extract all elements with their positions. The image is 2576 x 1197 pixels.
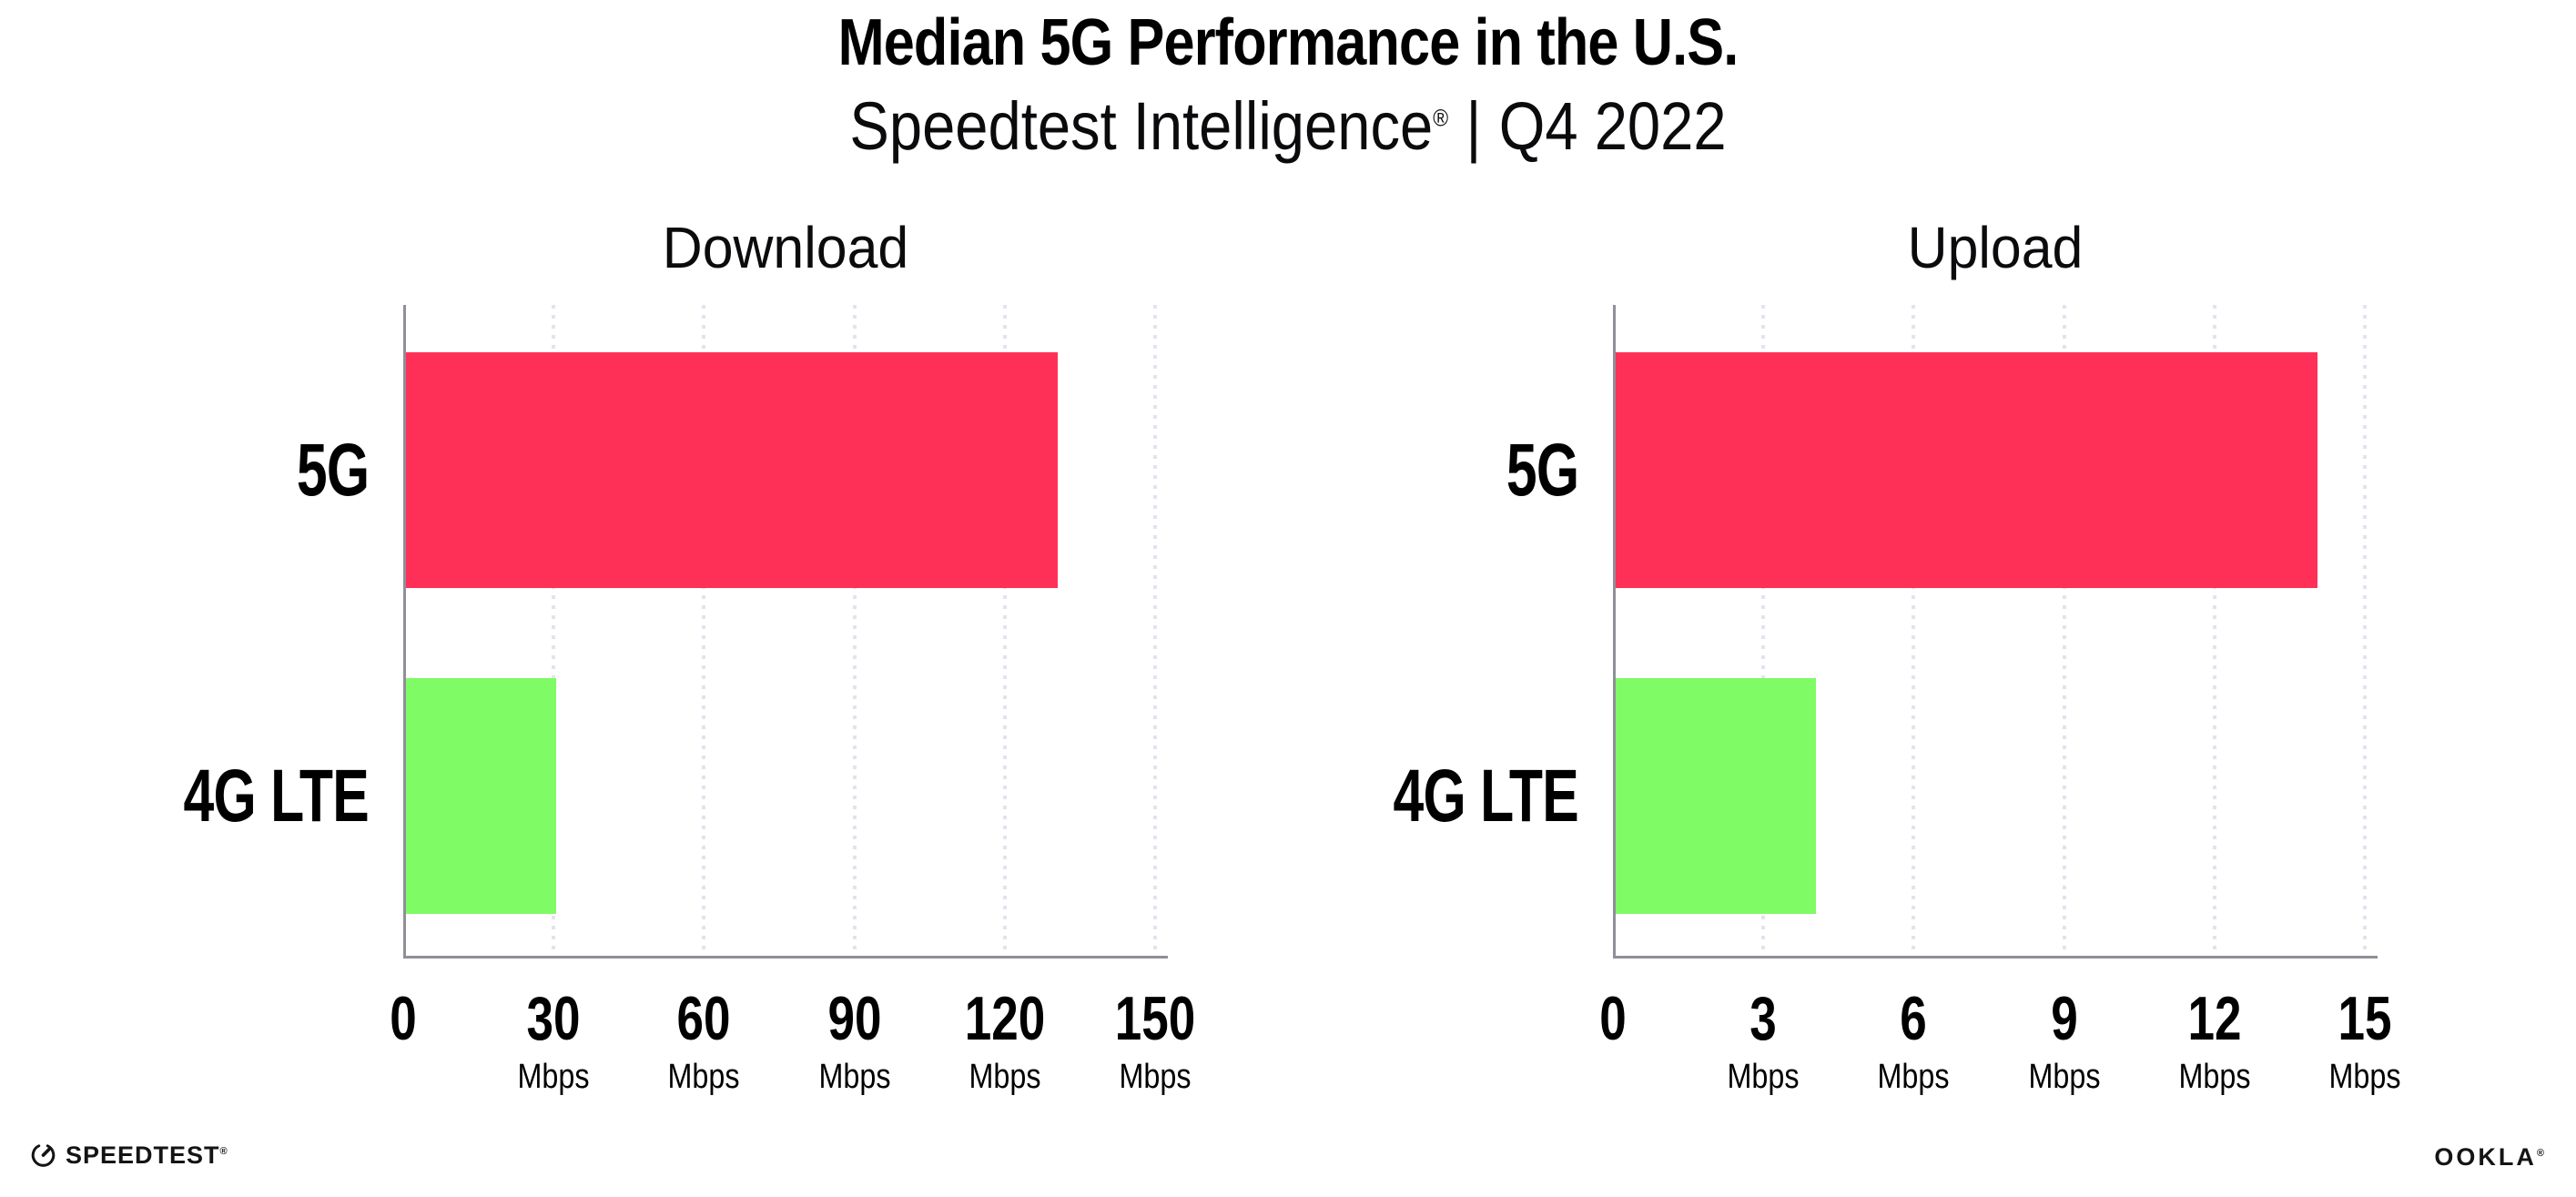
x-tick-label: 6 Mbps xyxy=(1827,984,2000,1096)
x-grid-line xyxy=(702,305,706,956)
page-subtitle: Speedtest Intelligence® | Q4 2022 xyxy=(155,87,2421,165)
x-grid-line xyxy=(2363,305,2367,956)
registered-trademark-icon: ® xyxy=(1433,104,1449,132)
speedtest-wordmark: SPEEDTEST® xyxy=(66,1141,228,1169)
x-grid-line xyxy=(552,305,556,956)
x-axis-line xyxy=(1613,956,2378,959)
subtitle-separator: | xyxy=(1465,88,1482,164)
x-tick-label: 15 Mbps xyxy=(2278,984,2451,1096)
x-grid-line xyxy=(2062,305,2066,956)
x-grid-line xyxy=(1153,305,1157,956)
bar-5g xyxy=(406,352,1058,588)
chart-title-download: Download xyxy=(662,215,909,280)
y-axis-line xyxy=(403,305,406,959)
x-tick-label: 120 Mbps xyxy=(918,984,1091,1096)
x-tick-value: 120 xyxy=(964,984,1046,1053)
x-tick-value: 6 xyxy=(1900,984,1928,1053)
x-tick-unit: Mbps xyxy=(517,1058,590,1096)
x-tick-label: 3 Mbps xyxy=(1677,984,1850,1096)
chart-title-upload: Upload xyxy=(1907,215,2084,280)
x-tick-value: 0 xyxy=(1599,984,1627,1053)
x-tick-unit: Mbps xyxy=(1727,1058,1800,1096)
upload-chart: Upload 5G 4G LTE 0 3 Mbps 6 Mbps 9 Mbps 12 Mbps 15 M… xyxy=(1394,215,2401,1096)
x-tick-unit: Mbps xyxy=(667,1058,740,1096)
subtitle-brand: Speedtest Intelligence xyxy=(849,88,1434,164)
gauge-icon xyxy=(31,1144,56,1167)
x-tick-unit: Mbps xyxy=(2028,1058,2101,1096)
x-tick-unit: Mbps xyxy=(969,1058,1041,1096)
page-title: Median 5G Performance in the U.S. xyxy=(837,6,1739,79)
bar-4g-lte xyxy=(406,678,557,914)
bar-4g-lte xyxy=(1616,678,1817,914)
x-tick-value: 0 xyxy=(390,984,417,1053)
x-axis-line xyxy=(403,956,1168,959)
x-tick-unit: Mbps xyxy=(1877,1058,1950,1096)
x-grid-line xyxy=(852,305,857,956)
category-label: 4G LTE xyxy=(183,754,370,837)
x-tick-value: 30 xyxy=(526,984,581,1053)
x-tick-value: 60 xyxy=(676,984,731,1053)
x-grid-line xyxy=(1761,305,1766,956)
x-tick-value: 9 xyxy=(2050,984,2078,1053)
x-tick-value: 3 xyxy=(1749,984,1777,1053)
x-tick-label: 9 Mbps xyxy=(1978,984,2151,1096)
x-tick-label: 150 Mbps xyxy=(1069,984,1242,1096)
x-grid-line xyxy=(1002,305,1007,956)
x-tick-unit: Mbps xyxy=(2328,1058,2401,1096)
x-tick-label: 12 Mbps xyxy=(2128,984,2301,1096)
x-tick-value: 90 xyxy=(827,984,882,1053)
download-chart: Download 5G 4G LTE 0 30 Mbps 60 Mbps 90 Mbps 120 M… xyxy=(184,215,1196,1096)
x-tick-unit: Mbps xyxy=(818,1058,891,1096)
x-tick-label: 60 Mbps xyxy=(617,984,790,1096)
x-tick-value: 12 xyxy=(2187,984,2242,1053)
ookla-trademark-icon: ® xyxy=(2536,1148,2547,1159)
x-tick-label: 0 xyxy=(1526,984,1699,1053)
x-tick-value: 150 xyxy=(1114,984,1196,1053)
x-tick-value: 15 xyxy=(2338,984,2392,1053)
subtitle-period: Q4 2022 xyxy=(1498,88,1727,164)
speedtest-logo: SPEEDTEST® xyxy=(30,1141,228,1169)
bar-5g xyxy=(1616,352,2317,588)
x-grid-line xyxy=(1912,305,1916,956)
ookla-wordmark: OOKLA xyxy=(2434,1143,2537,1171)
y-axis-line xyxy=(1613,305,1616,959)
x-tick-label: 0 xyxy=(317,984,490,1053)
x-grid-line xyxy=(2212,305,2216,956)
x-tick-label: 30 Mbps xyxy=(467,984,640,1096)
x-tick-unit: Mbps xyxy=(1119,1058,1192,1096)
speedtest-trademark-icon: ® xyxy=(219,1146,228,1157)
ookla-logo: OOKLA® xyxy=(2434,1145,2547,1170)
category-label: 4G LTE xyxy=(1393,754,1579,837)
category-label: 5G xyxy=(1506,428,1579,512)
x-tick-unit: Mbps xyxy=(2178,1058,2251,1096)
x-tick-label: 90 Mbps xyxy=(768,984,941,1096)
category-label: 5G xyxy=(296,428,370,512)
